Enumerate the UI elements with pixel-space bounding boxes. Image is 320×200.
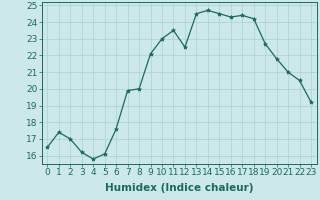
X-axis label: Humidex (Indice chaleur): Humidex (Indice chaleur) bbox=[105, 183, 253, 193]
